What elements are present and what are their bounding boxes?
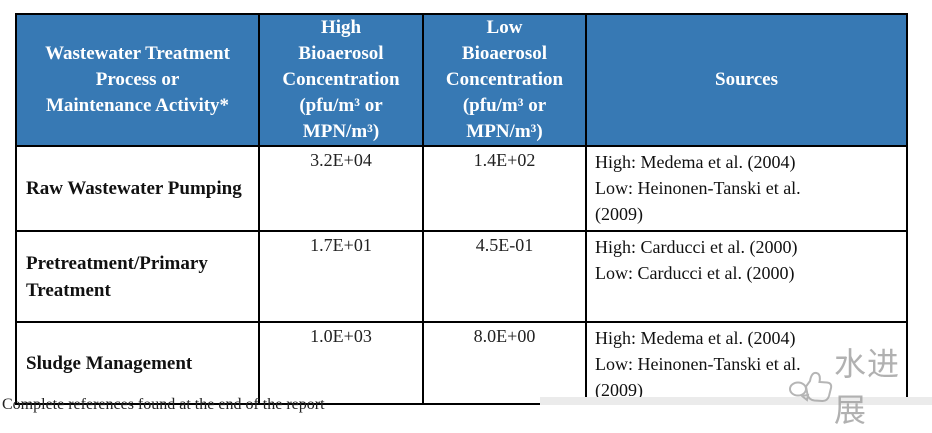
header-line: MPN/m³) — [466, 121, 543, 142]
header-line: Concentration — [445, 69, 564, 90]
header-line: Bioaerosol — [298, 43, 384, 64]
table-row: Sludge Management 1.0E+03 8.0E+00 High: … — [15, 321, 908, 405]
header-line: Process or — [95, 69, 180, 90]
header-line: (pfu/m³ or — [299, 95, 383, 116]
low-value-cell: 4.5E-01 — [422, 230, 587, 323]
source-line: Low: Heinonen-Tanski et al. — [595, 354, 801, 374]
process-cell: Sludge Management — [15, 321, 260, 405]
source-line: High: Carducci et al. (2000) — [595, 237, 798, 257]
header-line: High — [320, 17, 362, 38]
header-line: (pfu/m³ or — [462, 95, 547, 116]
header-line: Maintenance Activity* — [45, 95, 230, 116]
high-value-cell: 1.7E+01 — [258, 230, 424, 323]
column-header-high-concentration: High Bioaerosol Concentration (pfu/m³ or… — [258, 13, 424, 147]
source-line: (2009) — [595, 204, 643, 224]
header-line: Concentration — [282, 69, 400, 90]
process-cell: Pretreatment/Primary Treatment — [15, 230, 260, 323]
source-line: (2009) — [595, 380, 643, 400]
low-value-cell: 1.4E+02 — [422, 145, 587, 232]
low-value-cell: 8.0E+00 — [422, 321, 587, 405]
data-table: Wastewater Treatment Process or Maintena… — [15, 13, 908, 405]
column-header-process: Wastewater Treatment Process or Maintena… — [15, 13, 260, 147]
source-line: Low: Heinonen-Tanski et al. — [595, 178, 801, 198]
header-line: Sources — [715, 69, 778, 90]
table-header-row: Wastewater Treatment Process or Maintena… — [15, 13, 908, 147]
sources-cell: High: Medema et al. (2004) Low: Heinonen… — [585, 321, 908, 405]
header-line: Low — [486, 17, 523, 38]
sources-cell: High: Medema et al. (2004) Low: Heinonen… — [585, 145, 908, 232]
high-value-cell: 1.0E+03 — [258, 321, 424, 405]
page-edge-shadow — [540, 397, 932, 405]
source-line: High: Medema et al. (2004) — [595, 328, 796, 348]
header-line: Wastewater Treatment — [45, 43, 230, 64]
source-line: Low: Carducci et al. (2000) — [595, 263, 795, 283]
source-line: High: Medema et al. (2004) — [595, 152, 796, 172]
column-header-low-concentration: Low Bioaerosol Concentration (pfu/m³ or … — [422, 13, 587, 147]
high-value-cell: 3.2E+04 — [258, 145, 424, 232]
header-line: MPN/m³) — [302, 121, 380, 142]
process-cell: Raw Wastewater Pumping — [15, 145, 260, 232]
table-row: Raw Wastewater Pumping 3.2E+04 1.4E+02 H… — [15, 145, 908, 232]
table-row: Pretreatment/Primary Treatment 1.7E+01 4… — [15, 230, 908, 323]
header-line: Bioaerosol — [461, 43, 548, 64]
bioaerosol-concentration-table: Wastewater Treatment Process or Maintena… — [15, 13, 908, 405]
table-footnote: Complete references found at the end of … — [2, 396, 325, 413]
sources-cell: High: Carducci et al. (2000) Low: Carduc… — [585, 230, 908, 323]
column-header-sources: Sources — [585, 13, 908, 147]
